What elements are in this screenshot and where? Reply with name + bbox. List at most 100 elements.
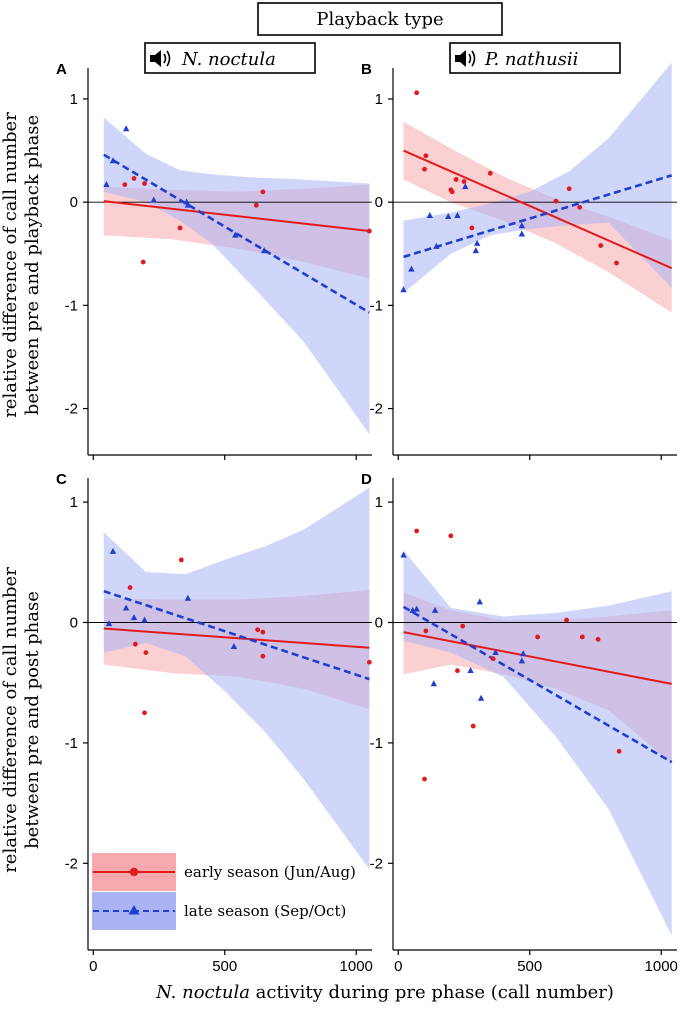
late-season-point <box>476 598 483 605</box>
early-season-fit-line <box>103 627 370 649</box>
late-season-confidence-band <box>103 117 370 435</box>
panel-d: 1 0 -1 -2 0 500 1000 D <box>361 471 678 975</box>
y-tick-label: 1 <box>70 494 78 511</box>
late-season-point <box>454 211 461 218</box>
y-tick-label: -2 <box>65 401 78 418</box>
column-label-box <box>144 42 316 74</box>
early-season-point <box>366 659 372 665</box>
early-season-fit-line <box>103 200 370 233</box>
early-season-point <box>131 176 137 181</box>
y-tick-label: -2 <box>370 855 383 872</box>
early-season-point <box>422 776 427 782</box>
late-season-point <box>184 201 192 208</box>
early-season-point <box>178 557 184 563</box>
early-season-point <box>255 627 261 633</box>
early-season-point <box>132 641 138 647</box>
legend-entry-early: early season (Jun/Aug) <box>92 853 356 891</box>
speaker-icon <box>150 50 171 67</box>
late-season-point <box>141 616 148 623</box>
early-season-point <box>414 90 420 96</box>
early-season-point <box>469 225 475 231</box>
legend-marker <box>128 905 140 915</box>
early-season-point <box>449 189 455 195</box>
x-tick-label: 500 <box>517 958 542 975</box>
header-box <box>257 2 503 36</box>
late-season-fit-line <box>103 589 370 681</box>
early-season-point <box>142 710 147 716</box>
y-tick-label: -1 <box>65 297 78 314</box>
late-season-point <box>105 620 113 627</box>
late-season-point <box>430 680 437 687</box>
late-season-point <box>472 247 480 254</box>
row-ylabel-bottom: relative difference of call number betwe… <box>0 567 43 873</box>
speaker-icon <box>455 50 476 67</box>
legend-label: late season (Sep/Oct) <box>184 902 346 920</box>
late-season-point <box>426 211 434 218</box>
late-season-point <box>473 239 481 246</box>
early-season-point <box>579 634 585 640</box>
late-season-fit-line <box>103 153 371 314</box>
early-season-point <box>470 723 476 729</box>
panel-b: 1 0 -1 -2 B <box>361 61 677 460</box>
legend-marker <box>129 867 139 877</box>
early-season-point <box>423 153 429 159</box>
panel-letter: C <box>56 471 67 488</box>
early-season-point <box>253 202 259 208</box>
late-season-point <box>445 213 452 220</box>
early-season-point <box>460 623 466 629</box>
x-tick-label: 0 <box>394 958 402 975</box>
panel-a: 1 0 -1 -2 A <box>56 61 372 460</box>
ylabel-line2: between pre and post phase <box>22 591 43 849</box>
early-season-point <box>598 243 604 248</box>
early-season-point <box>127 585 133 590</box>
column-species-label: N. noctula <box>181 49 276 70</box>
panel-letter: B <box>361 61 372 78</box>
x-tick-label: 0 <box>89 958 97 975</box>
late-season-fit-line <box>403 174 673 259</box>
late-season-point <box>477 694 485 701</box>
late-season-point <box>467 667 474 674</box>
ylabel-line1: relative difference of call number <box>0 112 21 418</box>
early-season-point <box>566 186 572 192</box>
late-season-point <box>109 547 117 554</box>
y-tick-label: 0 <box>375 614 383 631</box>
late-season-point <box>122 604 130 611</box>
y-tick-label: -2 <box>65 855 78 872</box>
early-season-point <box>140 259 146 265</box>
y-tick-label: 1 <box>70 91 78 108</box>
late-season-point <box>109 157 117 164</box>
header-title: Playback type <box>316 9 443 30</box>
x-tick-label: 500 <box>212 958 237 975</box>
panel-letter: D <box>361 471 372 488</box>
x-axis-label-rest: activity during pre phase (call number) <box>250 982 614 1003</box>
y-tick-label: 0 <box>375 194 383 211</box>
panel-c: 1 0 -1 -2 0 500 1000 C <box>56 471 373 975</box>
late-season-point <box>518 657 526 664</box>
late-season-point <box>518 230 526 237</box>
early-season-point <box>453 177 459 182</box>
row-ylabel-top: relative difference of call number betwe… <box>0 112 43 418</box>
early-season-point <box>260 653 266 659</box>
late-season-confidence-band <box>403 550 672 936</box>
late-season-point <box>150 196 157 203</box>
early-season-point <box>423 628 429 634</box>
early-season-fit-line <box>403 631 672 685</box>
column-species-label: P. nathusii <box>484 49 578 70</box>
late-season-point <box>518 222 526 229</box>
late-season-confidence-band <box>103 487 370 870</box>
late-season-point <box>260 247 268 254</box>
late-season-point <box>122 125 130 132</box>
column-label-box <box>449 42 621 74</box>
playback-type-header: Playback type <box>257 2 503 36</box>
y-tick-label: -1 <box>65 735 78 752</box>
late-season-point <box>462 183 469 190</box>
late-season-point <box>184 594 192 601</box>
early-season-point <box>448 533 454 539</box>
late-season-point <box>413 605 420 612</box>
x-tick-label: 1000 <box>645 958 678 975</box>
column-label-nathusii: P. nathusii <box>449 42 621 74</box>
late-season-point <box>433 242 440 249</box>
late-season-point <box>230 642 238 649</box>
